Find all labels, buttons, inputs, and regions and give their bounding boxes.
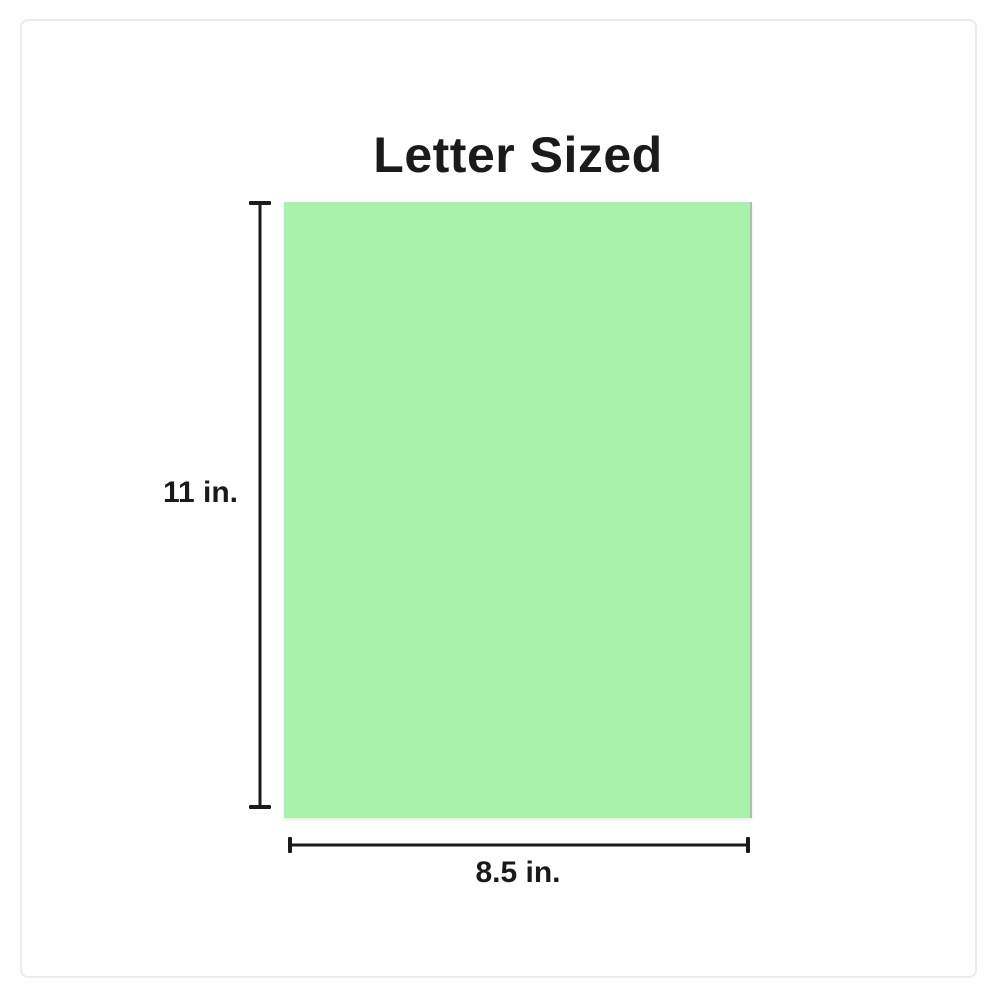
height-dimension-label: 11 in. — [162, 476, 238, 509]
letter-paper-rectangle — [284, 202, 752, 818]
image-frame-border — [20, 19, 977, 978]
dimension-cap-right — [746, 837, 750, 853]
width-dimension-line — [288, 837, 750, 853]
dimension-shaft-horizontal — [290, 843, 748, 847]
dimension-shaft-vertical — [258, 203, 262, 807]
width-dimension-label: 8.5 in. — [475, 856, 561, 889]
height-dimension-line — [249, 201, 271, 809]
dimension-cap-bottom — [249, 805, 271, 809]
diagram-title: Letter Sized — [373, 127, 663, 183]
